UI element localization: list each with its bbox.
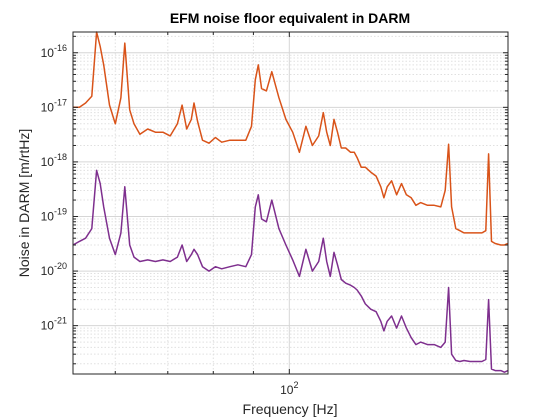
grid <box>73 32 508 374</box>
series-line-1 <box>73 31 509 246</box>
y-axis-label: Noise in DARM [m/rtHz] <box>16 129 32 278</box>
y-tick-label: 10-17 <box>41 97 67 114</box>
y-tick-label: 10-16 <box>41 43 67 60</box>
y-tick-label: 10-21 <box>41 316 67 333</box>
y-tick-label: 10-20 <box>41 261 67 278</box>
ticks: 10-16 10-17 10-18 10-19 10-20 10-21 102 <box>41 32 508 397</box>
axes-box <box>72 31 509 375</box>
series-line-2 <box>72 169 509 373</box>
plot-area <box>73 32 508 374</box>
y-tick-label: 10-18 <box>41 152 67 169</box>
y-tick-label: 10-19 <box>41 206 67 223</box>
series-lines <box>72 31 509 373</box>
x-axis-label: Frequency [Hz] <box>243 401 338 417</box>
chart-title: EFM noise floor equivalent in DARM <box>170 10 410 26</box>
x-tick-label: 102 <box>280 380 298 397</box>
